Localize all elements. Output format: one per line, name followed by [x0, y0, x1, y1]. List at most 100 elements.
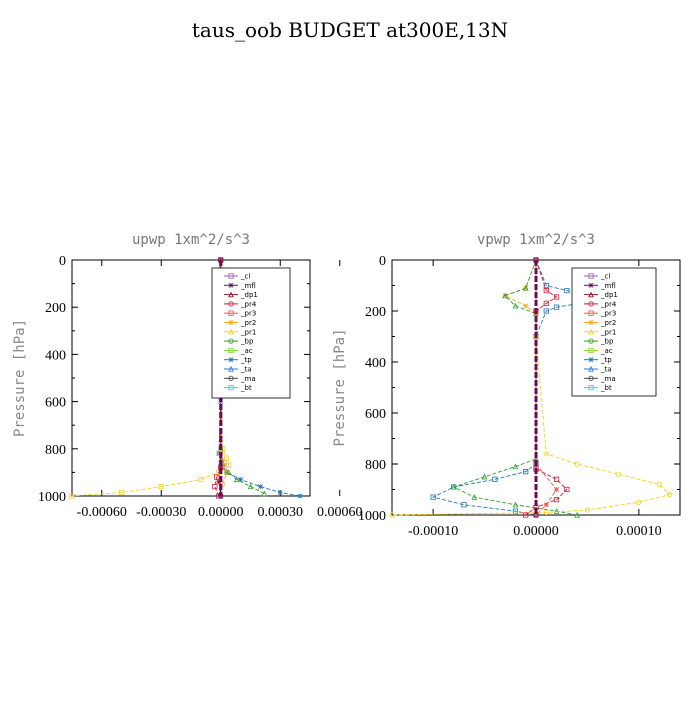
y-tick-label: 200 — [365, 305, 386, 320]
legend-marker — [588, 338, 594, 344]
data-point — [233, 476, 240, 483]
data-point — [216, 479, 222, 485]
data-point — [543, 300, 549, 306]
data-point — [533, 512, 539, 518]
data-point — [553, 497, 560, 503]
y-tick-label: 600 — [365, 407, 386, 422]
x-tick-label: 0.00000 — [513, 524, 559, 539]
x-tick-label: -0.00010 — [408, 524, 458, 539]
series-line — [391, 260, 671, 516]
data-point — [584, 507, 591, 513]
legend-marker — [228, 282, 234, 288]
legend-marker — [228, 328, 234, 335]
data-point — [523, 285, 529, 291]
data-point — [257, 484, 263, 490]
data-point — [574, 461, 580, 467]
data-point — [226, 462, 232, 468]
data-point — [615, 471, 621, 477]
y-tick-label: 800 — [365, 458, 386, 473]
legend-marker — [588, 310, 594, 316]
legend-label: _pr2 — [240, 319, 256, 327]
legend-label: _bt — [240, 384, 252, 392]
data-point — [247, 483, 254, 490]
legend: _cl_mfl_dp1_pr4_pr3_pr2_pr1_bp_ac_tp_ta_… — [211, 267, 291, 399]
legend-label: _ta — [600, 366, 612, 374]
legend-label: _cl — [600, 273, 610, 281]
legend-marker — [228, 365, 234, 372]
data-point — [69, 493, 75, 499]
legend-marker — [228, 273, 234, 279]
data-point — [543, 287, 549, 294]
data-point — [224, 469, 230, 475]
data-point — [450, 483, 457, 490]
y-tick-label: 0 — [59, 254, 66, 269]
legend-label: _ta — [240, 366, 252, 374]
y-tick-label: 0 — [379, 254, 386, 269]
legend-label: _pr3 — [240, 310, 256, 318]
x-tick-label: 0.00010 — [616, 524, 662, 539]
series-line — [71, 260, 230, 497]
legend-marker — [588, 301, 594, 307]
legend-label: _pr4 — [600, 300, 617, 308]
y-tick-label: 200 — [45, 301, 66, 316]
x-tick-label: 0.00030 — [258, 505, 304, 520]
legend-label: _pr1 — [600, 328, 616, 336]
legend-marker — [588, 347, 594, 354]
x-tick-label: 0.00000 — [198, 505, 244, 520]
legend-marker — [588, 357, 594, 363]
legend-label: _ac — [240, 347, 253, 355]
data-point — [543, 502, 549, 508]
data-point — [553, 508, 560, 514]
x-tick-label: -0.00060 — [77, 505, 127, 520]
legend-label: _cl — [240, 273, 250, 281]
data-point — [553, 304, 560, 310]
data-point — [214, 474, 220, 480]
legend-marker — [588, 320, 594, 325]
data-point — [667, 491, 673, 498]
series-pr2 — [502, 257, 539, 518]
legend-label: _pr1 — [240, 328, 256, 336]
data-point — [543, 451, 549, 457]
legend-label: _dp1 — [240, 291, 258, 299]
y-tick-label: 1000 — [38, 490, 66, 505]
data-point — [461, 502, 467, 508]
data-point — [554, 487, 560, 492]
data-point — [656, 481, 663, 487]
data-point — [553, 294, 560, 300]
data-point — [481, 473, 488, 480]
legend-label: _pr3 — [600, 310, 616, 318]
data-point — [543, 282, 549, 289]
data-point — [636, 499, 642, 505]
data-point — [553, 476, 560, 482]
y-tick-label: 400 — [365, 356, 386, 371]
data-point — [564, 486, 570, 493]
series-line — [503, 259, 537, 515]
series-bp — [450, 256, 580, 518]
legend-label: _bp — [600, 338, 614, 346]
data-point — [297, 493, 303, 499]
series-line — [525, 259, 568, 516]
data-point — [543, 509, 549, 516]
panel-title: vpwp 1xm^2/s^3 — [477, 232, 595, 248]
legend-label: _bp — [240, 338, 254, 346]
data-point — [564, 287, 570, 294]
legend-box — [211, 267, 291, 399]
legend-marker — [228, 338, 234, 344]
data-point — [158, 483, 164, 490]
data-point — [574, 511, 580, 518]
legend-marker — [588, 282, 594, 288]
data-point — [389, 512, 395, 518]
legend-marker — [588, 328, 594, 335]
data-point — [277, 489, 283, 495]
data-point — [492, 476, 498, 482]
legend: _cl_mfl_dp1_pr4_pr3_pr2_pr1_bp_ac_tp_ta_… — [571, 267, 657, 397]
legend-marker — [228, 347, 234, 354]
legend-label: _mfl — [600, 282, 616, 290]
x-tick-label: -0.00030 — [136, 505, 186, 520]
legend-marker — [228, 310, 234, 316]
y-tick-label: 1000 — [358, 509, 386, 524]
data-point — [543, 308, 549, 314]
series-mfl — [533, 257, 539, 518]
series-pr4 — [523, 257, 570, 518]
y-axis-label: Pressure [hPa] — [332, 328, 348, 446]
